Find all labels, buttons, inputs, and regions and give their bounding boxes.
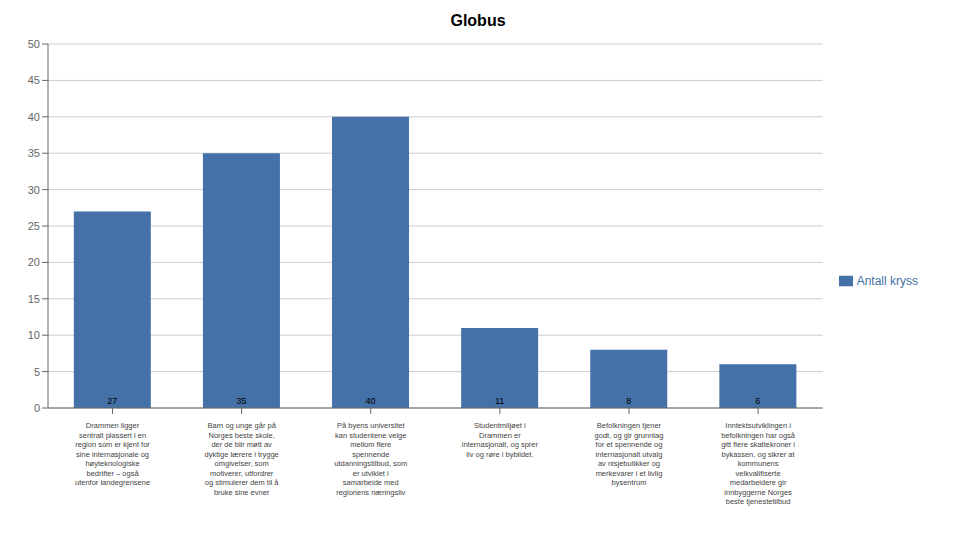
svg-text:På byens universitetkan studen: På byens universitetkan studentene velge…	[334, 421, 407, 497]
svg-text:Inntektsutviklingen ibefolknin: Inntektsutviklingen ibefolkningen har og…	[721, 421, 796, 506]
svg-text:35: 35	[236, 396, 246, 406]
svg-text:25: 25	[28, 220, 40, 232]
svg-text:27: 27	[107, 396, 117, 406]
svg-text:10: 10	[28, 329, 40, 341]
svg-text:0: 0	[34, 402, 40, 414]
svg-text:45: 45	[28, 74, 40, 86]
svg-text:11: 11	[495, 396, 504, 406]
svg-text:8: 8	[626, 396, 631, 406]
svg-text:35: 35	[28, 147, 40, 159]
html-text:Globus: Globus	[450, 12, 506, 29]
svg-text:15: 15	[28, 293, 40, 305]
svg-text:6: 6	[755, 396, 760, 406]
svg-text:Studentmiljøet iDrammen erinte: Studentmiljøet iDrammen erinternasjonalt…	[462, 421, 539, 459]
svg-text:Befolkningen tjenergodt, og gi: Befolkningen tjenergodt, og gir grunnlag…	[595, 421, 664, 487]
svg-text:40: 40	[28, 111, 40, 123]
svg-text:Drammen liggersentralt plasser: Drammen liggersentralt plassert i enregi…	[75, 421, 150, 487]
svg-text:50: 50	[28, 38, 40, 50]
html-text:Antall kryss: Antall kryss	[856, 273, 918, 288]
svg-text:5: 5	[34, 366, 40, 378]
svg-text:40: 40	[366, 396, 376, 406]
svg-text:20: 20	[28, 256, 40, 268]
svg-text:Barn og unge går påNorges best: Barn og unge går påNorges beste skole,de…	[205, 421, 280, 497]
svg-text:30: 30	[28, 184, 40, 196]
